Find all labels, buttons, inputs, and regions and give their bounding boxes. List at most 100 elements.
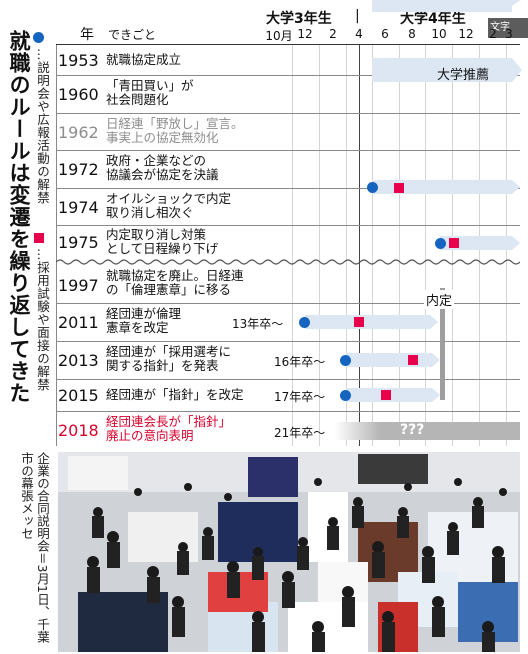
gridline: [319, 44, 320, 446]
row-year: 2013: [58, 351, 99, 370]
blue-dot-icon: [367, 182, 378, 193]
grade-divider-line: [359, 44, 360, 446]
bar-arrow: [512, 180, 520, 194]
table-row: 1974 オイルショックで内定 取り消し相次ぐ: [56, 188, 520, 225]
timeline-bar-2013: [346, 353, 432, 367]
row-event: 経団連が倫理 憲章を改定: [106, 306, 182, 335]
gridline: [372, 44, 373, 446]
event-column-header: できごと: [108, 28, 157, 42]
month-tick: 10月: [265, 29, 293, 43]
row-event: 内定取り消し対策 として日程繰り下げ: [106, 227, 219, 256]
gridline: [346, 44, 347, 446]
bar-arrow: [430, 315, 438, 329]
timeline-bar-1972: [372, 180, 512, 194]
table-row: 1975 内定取り消し対策 として日程繰り下げ: [56, 225, 520, 258]
naitei-line: [440, 288, 445, 400]
row-event: 日経連「野放し」宣言。 事実上の協定無効化: [106, 116, 244, 145]
table-row: 1997 就職協定を廃止。日経連 の「倫理憲章」に移る: [56, 266, 520, 303]
month-tick: 10: [431, 27, 447, 41]
row-year: 1975: [58, 233, 99, 252]
cohort-label: 13年卒～: [232, 317, 284, 331]
bar-arrow: [432, 353, 440, 367]
row-year: 1962: [58, 123, 99, 142]
unknown-bar: [334, 422, 520, 440]
blue-dot-icon: [435, 238, 446, 249]
unknown-label: ???: [400, 422, 425, 438]
grade4-label: 大学4年生: [400, 11, 466, 27]
row-year: 1972: [58, 160, 99, 179]
blue-dot-icon: [299, 317, 310, 328]
table-row: 2013 経団連が「採用選考に 関する指針」を発表: [56, 341, 520, 379]
row-event: 就職協定成立: [106, 52, 182, 67]
row-event: 経団連が「指針」を改定: [106, 387, 244, 402]
row-event: 政府・企業などの 協議会が協定を決議: [106, 153, 219, 182]
table-row: 2015 経団連が「指針」を改定: [56, 379, 520, 411]
row-divider: [56, 379, 520, 380]
gridline: [399, 44, 400, 446]
red-square-icon: [381, 390, 391, 400]
table-row: 2011 経団連が倫理 憲章を改定: [56, 303, 520, 341]
cohort-label: 17年卒～: [274, 390, 326, 404]
time-skip-wave: [56, 259, 520, 265]
row-divider: [56, 411, 520, 412]
month-tick: 6: [381, 27, 389, 41]
row-divider: [56, 188, 520, 189]
photo-caption: 企業の合同説明会＝3月1日、千葉市の幕張メッセ: [19, 452, 50, 643]
timeline-bar-2011: [305, 315, 430, 329]
row-event: 「青田買い」が 社会問題化: [106, 78, 194, 107]
row-divider: [56, 113, 520, 114]
job-fair-photo: [58, 452, 520, 652]
table-row: 1953 就職協定成立: [56, 44, 520, 75]
table-row: 2018 経団連会長が「指針」 廃止の意向表明: [56, 411, 520, 446]
row-year: 1974: [58, 198, 99, 217]
legend-blue-label: …説明会や広報活動の解禁: [35, 48, 50, 204]
table-row: 1960 「青田買い」が 社会問題化: [56, 75, 520, 113]
row-event: 経団連が「採用選考に 関する指針」を発表: [106, 344, 232, 373]
red-square-icon: [394, 183, 404, 193]
year-column-header: 年: [80, 27, 94, 43]
table-row: 1972 政府・企業などの 協議会が協定を決議: [56, 150, 520, 188]
red-square-icon: [449, 238, 459, 248]
red-square-icon: [408, 355, 418, 365]
unused: [372, 0, 522, 12]
row-year: 1997: [58, 276, 99, 295]
month-tick: 2: [489, 27, 497, 41]
corner-badge: 文字: [488, 18, 528, 38]
red-square-icon: [34, 233, 44, 243]
page-title: 就職のルールは変遷を繰り返してきた: [7, 30, 31, 404]
row-event: 経団連会長が「指針」 廃止の意向表明: [106, 414, 232, 443]
gridline: [292, 44, 293, 446]
row-divider: [56, 150, 520, 151]
blue-dot-icon: [340, 355, 351, 366]
grade-divider: |: [355, 8, 360, 24]
row-divider: [56, 303, 520, 304]
recommendation-label: 大学推薦: [437, 68, 490, 83]
row-year: 1960: [58, 85, 99, 104]
month-tick: 3: [505, 27, 513, 41]
row-year: 2011: [58, 313, 99, 332]
row-event: 就職協定を廃止。日経連 の「倫理憲章」に移る: [106, 268, 244, 297]
blue-dot-icon: [340, 390, 351, 401]
recommendation-bar-arrow: [512, 58, 522, 82]
bar-arrow: [512, 236, 520, 250]
month-tick: 12: [458, 27, 474, 41]
gridline: [425, 44, 426, 446]
legend-red-label: …採用試験や面接の解禁: [35, 248, 50, 391]
month-tick: 2: [329, 27, 337, 41]
row-year: 1953: [58, 51, 99, 70]
naitei-label: 内定: [424, 290, 455, 309]
red-square-icon: [354, 317, 364, 327]
month-tick: 4: [355, 27, 363, 41]
row-divider: [56, 341, 520, 342]
row-divider: [56, 44, 520, 45]
row-divider: [56, 75, 520, 76]
timeline-frame: [56, 44, 521, 446]
cohort-label: 16年卒～: [274, 355, 326, 369]
row-event: オイルショックで内定 取り消し相次ぐ: [106, 191, 232, 220]
blue-dot-icon: [33, 32, 44, 43]
row-year: 2015: [58, 386, 99, 405]
bar-arrow: [432, 388, 440, 402]
month-tick: 12: [297, 27, 313, 41]
cohort-label: 21年卒～: [274, 426, 326, 440]
month-tick: 8: [408, 27, 416, 41]
